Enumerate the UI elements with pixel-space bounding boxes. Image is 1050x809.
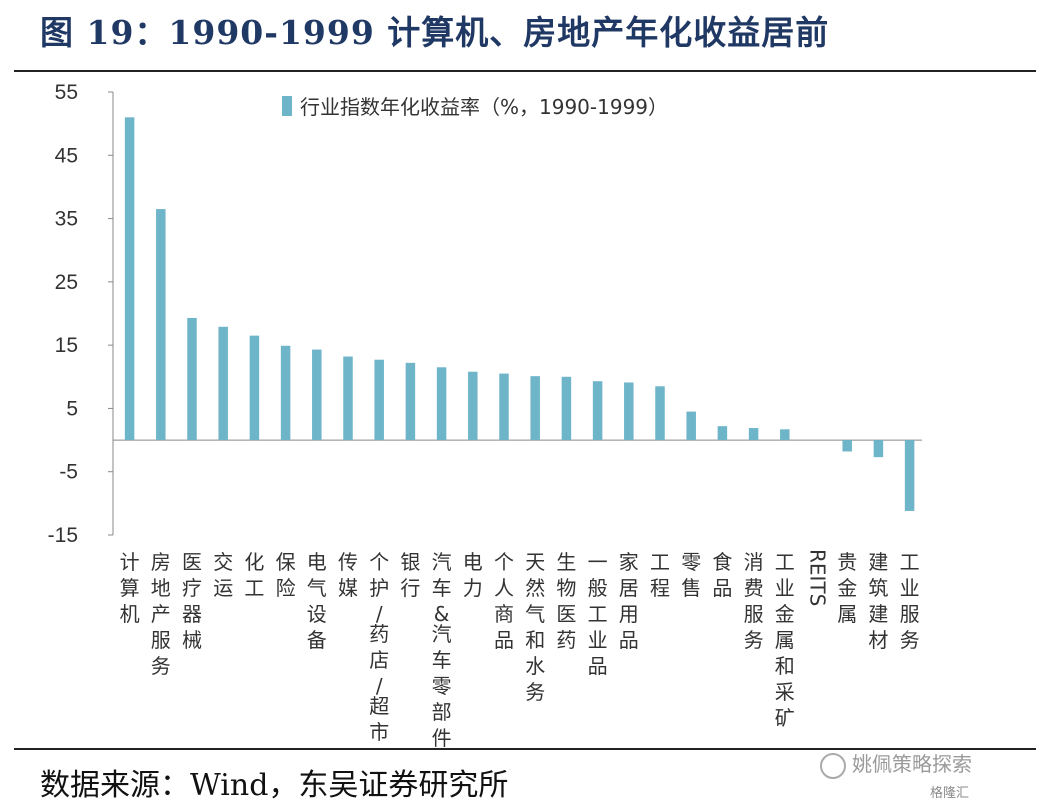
y-tick-label: 55 xyxy=(55,81,78,104)
x-category-label: 天然气和水务 xyxy=(525,550,545,704)
y-tick-label: 45 xyxy=(55,144,78,167)
watermark: 姚佩策略探索 xyxy=(820,748,972,779)
bar xyxy=(374,359,384,441)
watermark-secondary: 格隆汇 xyxy=(930,786,970,801)
bar xyxy=(312,349,322,441)
bar xyxy=(842,440,852,452)
y-tick-label: -5 xyxy=(59,461,78,484)
x-category-label: 银行 xyxy=(400,550,420,600)
x-category-label: 零售 xyxy=(681,550,701,600)
x-category-label: 生物医药 xyxy=(556,550,576,652)
bar xyxy=(436,367,447,441)
y-tick-label: -15 xyxy=(48,524,78,547)
y-tick-label: 5 xyxy=(66,397,78,420)
bar xyxy=(873,440,884,458)
bar xyxy=(187,317,197,441)
bar xyxy=(592,381,603,441)
chart-title: 图 19：1990-1999 计算机、房地产年化收益居前 xyxy=(40,13,830,52)
bar xyxy=(218,326,228,441)
bar xyxy=(686,411,696,441)
bar xyxy=(655,386,665,441)
bar xyxy=(249,335,260,441)
wechat-icon xyxy=(820,752,846,779)
bar xyxy=(780,429,790,441)
x-category-label: 工程 xyxy=(650,550,670,600)
legend-label: 行业指数年化收益率（%，1990-1999） xyxy=(300,95,668,119)
bar xyxy=(343,356,353,441)
x-category-label: 个人商品 xyxy=(494,550,514,652)
x-category-label: 消费服务 xyxy=(744,550,764,652)
x-category-label: 交运 xyxy=(213,550,233,600)
y-tick-label: 25 xyxy=(55,271,78,294)
bar xyxy=(499,373,509,441)
y-tick-label: 35 xyxy=(55,208,78,231)
bar xyxy=(748,428,759,441)
bar-chart: 55 45 35 25 15 5 -5 -15 计算机房地产服务医疗器械交运化工保险电气设备传媒… xyxy=(48,81,922,748)
bar xyxy=(530,376,540,441)
bar xyxy=(156,209,166,441)
x-category-label: 电力 xyxy=(463,550,483,600)
bar xyxy=(624,382,634,441)
watermark-text: 姚佩策略探索 xyxy=(852,752,972,776)
x-category-label: 一般工业品 xyxy=(588,550,608,678)
x-category-label: 工业金属和采矿 xyxy=(775,550,795,730)
x-category-label: REITS xyxy=(806,549,830,606)
x-category-label: 工业服务 xyxy=(900,550,920,652)
x-category-label: 化工 xyxy=(244,550,264,600)
x-category-label: 保险 xyxy=(276,550,296,600)
top-rule xyxy=(14,70,1036,72)
bar xyxy=(468,371,478,441)
bar xyxy=(717,426,728,441)
legend-swatch xyxy=(282,96,292,116)
x-category-label: 汽车&汽车零部件 xyxy=(432,550,452,748)
source-note: 数据来源：Wind，东吴证券研究所 xyxy=(40,768,509,803)
bar xyxy=(405,362,416,441)
bottom-rule xyxy=(14,748,1036,750)
bar xyxy=(124,117,135,441)
y-tick-label: 15 xyxy=(55,334,78,357)
x-category-label: 建筑建材 xyxy=(868,550,888,652)
x-category-label: 房地产服务 xyxy=(151,550,171,678)
x-category-label: 个护/药店/超市 xyxy=(369,550,389,744)
x-category-label: 计算机 xyxy=(120,550,140,626)
x-category-label: 电气设备 xyxy=(307,550,327,652)
x-category-label: 家居用品 xyxy=(619,550,639,652)
x-category-label: 传媒 xyxy=(338,550,358,600)
bar xyxy=(280,345,291,441)
x-category-label: 食品 xyxy=(712,550,732,600)
x-category-label: 贵金属 xyxy=(837,550,857,626)
bar xyxy=(904,440,915,511)
x-category-label: 医疗器械 xyxy=(182,550,202,652)
bar xyxy=(561,376,572,441)
